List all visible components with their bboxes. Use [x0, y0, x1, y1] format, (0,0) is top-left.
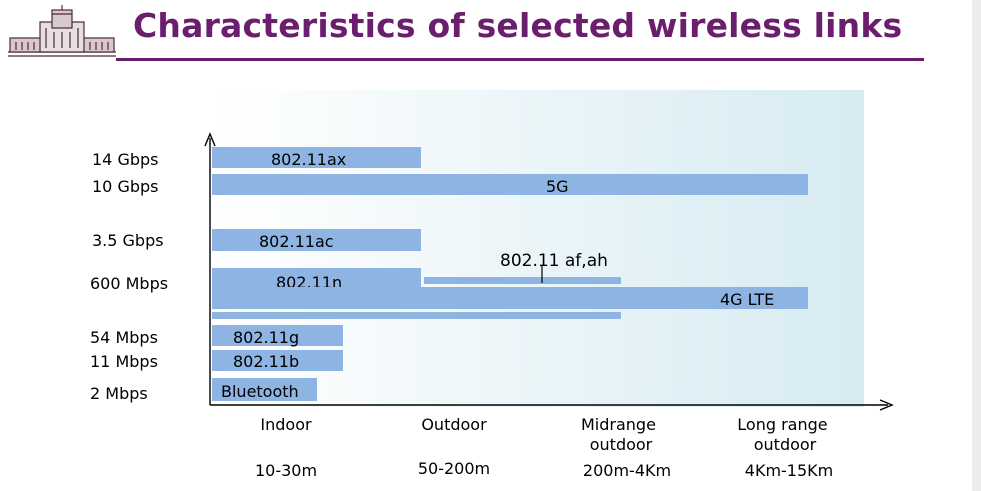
y-tick-label: 10 Gbps [92, 177, 159, 196]
x-range-label: 50-200m [418, 459, 490, 478]
slide-title: Characteristics of selected wireless lin… [133, 6, 903, 45]
bar-label: 5G [546, 177, 569, 196]
x-range-label: 200m-4Km [583, 461, 671, 480]
bar-label: 802.11g [233, 328, 299, 347]
bar-802-11af-ah: 802.11 af,ah [212, 251, 621, 319]
bar-802-11g: 802.11g [212, 325, 343, 347]
x-category-label: Midrange outdoor [581, 415, 661, 454]
bar-label: 4G LTE [720, 290, 774, 309]
bar-802-11b: 802.11b [212, 350, 343, 371]
y-tick-label: 54 Mbps [90, 328, 158, 347]
x-range-label: 4Km-15Km [745, 461, 833, 480]
y-axis [204, 132, 216, 405]
y-tick-label: 600 Mbps [90, 274, 168, 293]
x-range-label: 10-30m [255, 461, 317, 480]
x-category-label: Outdoor [421, 415, 487, 434]
bar-label: 802.11b [233, 352, 299, 371]
y-tick-label: 2 Mbps [90, 384, 148, 403]
bar-label: 802.11 af,ah [500, 251, 608, 271]
x-axis [210, 399, 894, 411]
bar-bluetooth: Bluetooth [212, 378, 317, 401]
bar-label: Bluetooth [221, 382, 299, 401]
building-logo-icon [8, 5, 116, 57]
bar-label: 802.11ac [259, 232, 334, 251]
bar-802-11ax: 802.11ax [212, 147, 421, 169]
title-underline [116, 58, 924, 61]
x-category-label: Long range outdoor [737, 415, 832, 454]
bar-4g-lte: 4G LTE [212, 287, 808, 309]
x-category-label: Indoor [260, 415, 312, 434]
slide-edge-strip [972, 0, 981, 491]
y-tick-label: 14 Gbps [92, 150, 159, 169]
bar-802-11ac: 802.11ac [212, 229, 421, 251]
bar-5g: 5G [212, 174, 808, 196]
bar-label: 802.11ax [271, 150, 346, 169]
y-tick-label: 11 Mbps [90, 352, 158, 371]
y-tick-label: 3.5 Gbps [92, 231, 164, 250]
